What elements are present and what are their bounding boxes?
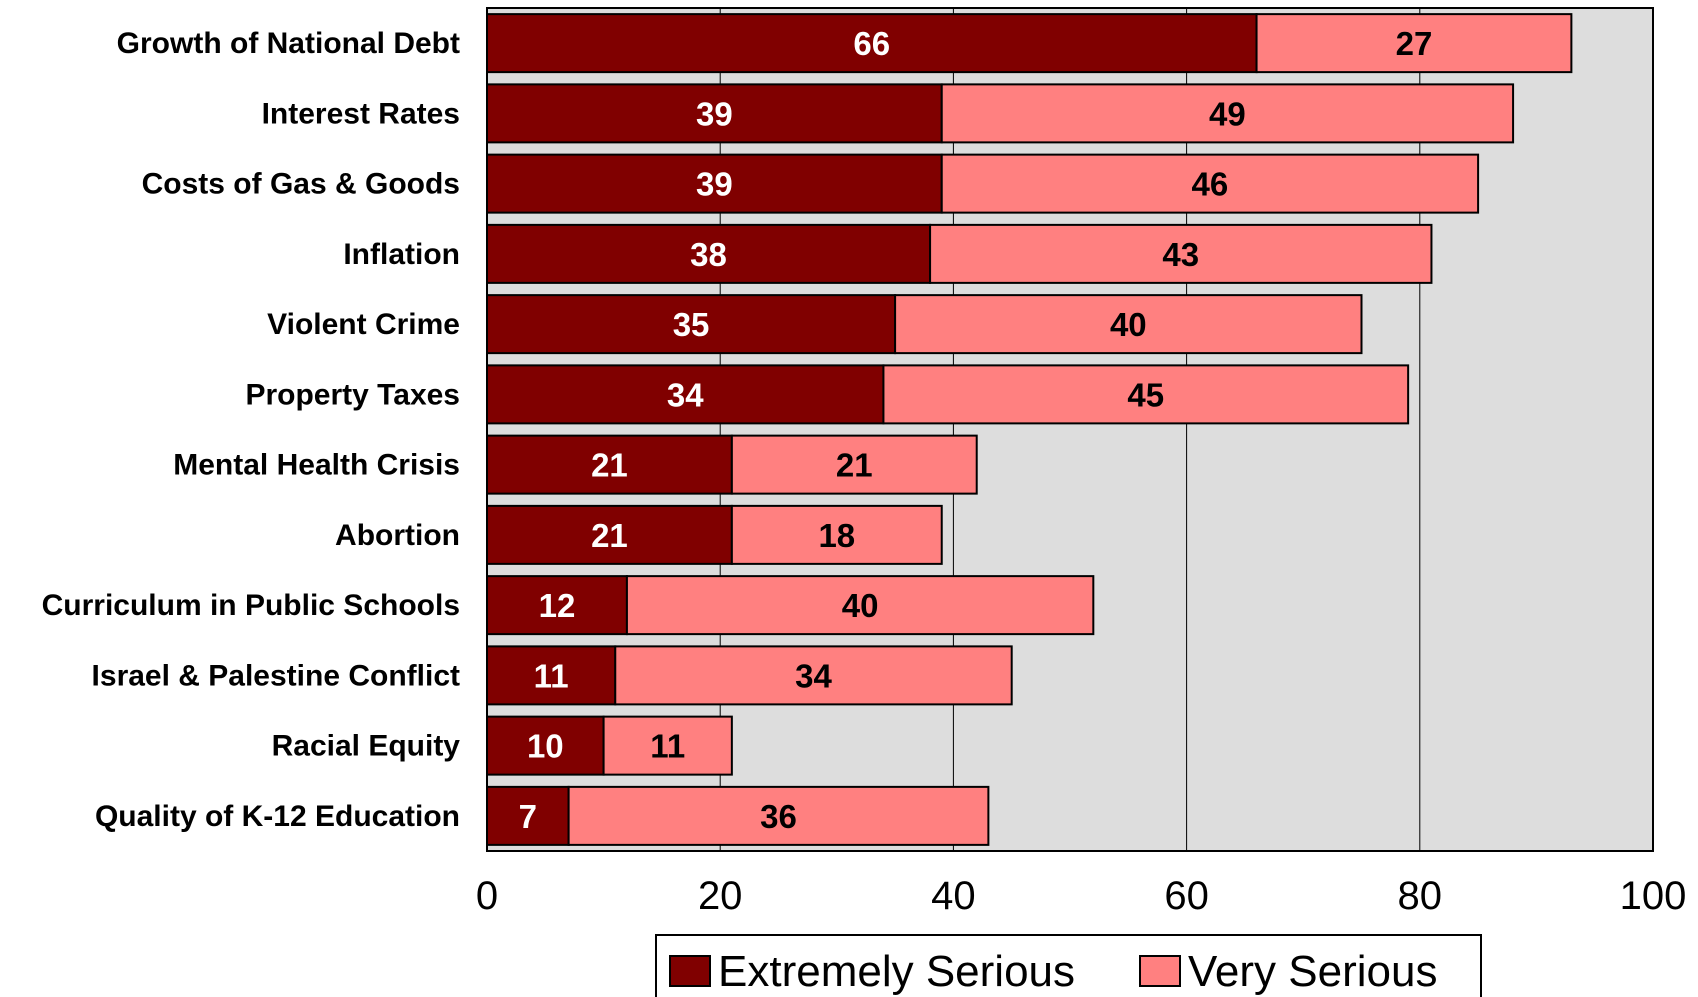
data-label: 40 [1110,306,1147,343]
bar-segment [929,223,1433,284]
data-label: 11 [650,728,685,765]
category-label: Israel & Palestine Conflict [92,659,460,692]
bar-segment [486,575,628,636]
data-label: 21 [836,447,873,484]
data-label: 7 [519,798,537,835]
category-label: Violent Crime [267,308,460,341]
data-label: 21 [591,517,628,554]
data-label: 39 [696,166,733,203]
bar-segment [625,575,1095,636]
category-label: Curriculum in Public Schools [42,589,460,622]
data-label: 49 [1209,95,1246,132]
category-label: Inflation [343,238,460,271]
data-label: 18 [818,517,855,554]
data-label: 34 [795,657,832,694]
bar-segment [730,504,943,565]
x-tick-label: 20 [698,874,743,918]
gridlines [719,8,1421,851]
legend-swatch [1139,955,1181,987]
bar-segment [940,83,1515,144]
legend: Extremely Serious Very Serious [655,934,1482,997]
bar-segment [882,364,1410,425]
data-label: 10 [527,728,564,765]
bar-segment [486,153,943,214]
bar-segment [486,504,733,565]
plot-area [487,8,1653,851]
category-label: Racial Equity [272,730,461,763]
legend-label: Very Serious [1188,947,1437,996]
category-label: Interest Rates [262,97,460,130]
data-label: 34 [667,376,704,413]
plot-frame [486,7,1654,852]
data-label: 11 [534,657,569,694]
bar-segment [486,715,605,776]
category-label: Mental Health Crisis [173,449,460,482]
x-tick-label: 0 [476,874,498,918]
data-label: 40 [842,587,879,624]
data-label: 39 [696,95,733,132]
data-label: 27 [1396,25,1433,62]
data-label: 66 [853,25,890,62]
category-label: Costs of Gas & Goods [142,168,460,201]
bar-segment [486,785,570,846]
x-tick-label: 100 [1620,874,1687,918]
x-tick-label: 40 [931,874,976,918]
data-label: 43 [1162,236,1199,273]
bar-segment [614,645,1013,706]
x-tick-label: 80 [1398,874,1443,918]
category-label: Growth of National Debt [117,27,460,60]
category-labels: Growth of National Debt Interest Rates Cos… [42,27,461,833]
category-label: Property Taxes [245,378,460,411]
x-axis-ticks: 0 20 40 60 80 100 [476,874,1687,918]
category-label: Abortion [335,519,460,552]
category-label: Quality of K-12 Education [95,800,460,833]
data-label: 21 [591,447,628,484]
bars: 66 27 39 49 39 46 38 43 35 40 34 45 21 21 21 18 12 40 11 34… [486,13,1573,846]
bar-segment [567,785,990,846]
x-tick-label: 60 [1164,874,1209,918]
bar-segment [730,434,978,495]
data-label: 45 [1127,376,1164,413]
bar-segment [1255,13,1573,74]
data-label: 35 [673,306,710,343]
data-label: 36 [760,798,797,835]
data-label: 38 [690,236,727,273]
bar-segment [894,294,1363,355]
data-label: 46 [1192,166,1229,203]
legend-box [655,934,1482,997]
bar-segment [940,153,1480,214]
bar-segment [486,223,932,284]
legend-swatch [669,955,711,987]
bar-segment [602,715,733,776]
data-label: 12 [539,587,576,624]
legend-label: Extremely Serious [718,947,1075,996]
